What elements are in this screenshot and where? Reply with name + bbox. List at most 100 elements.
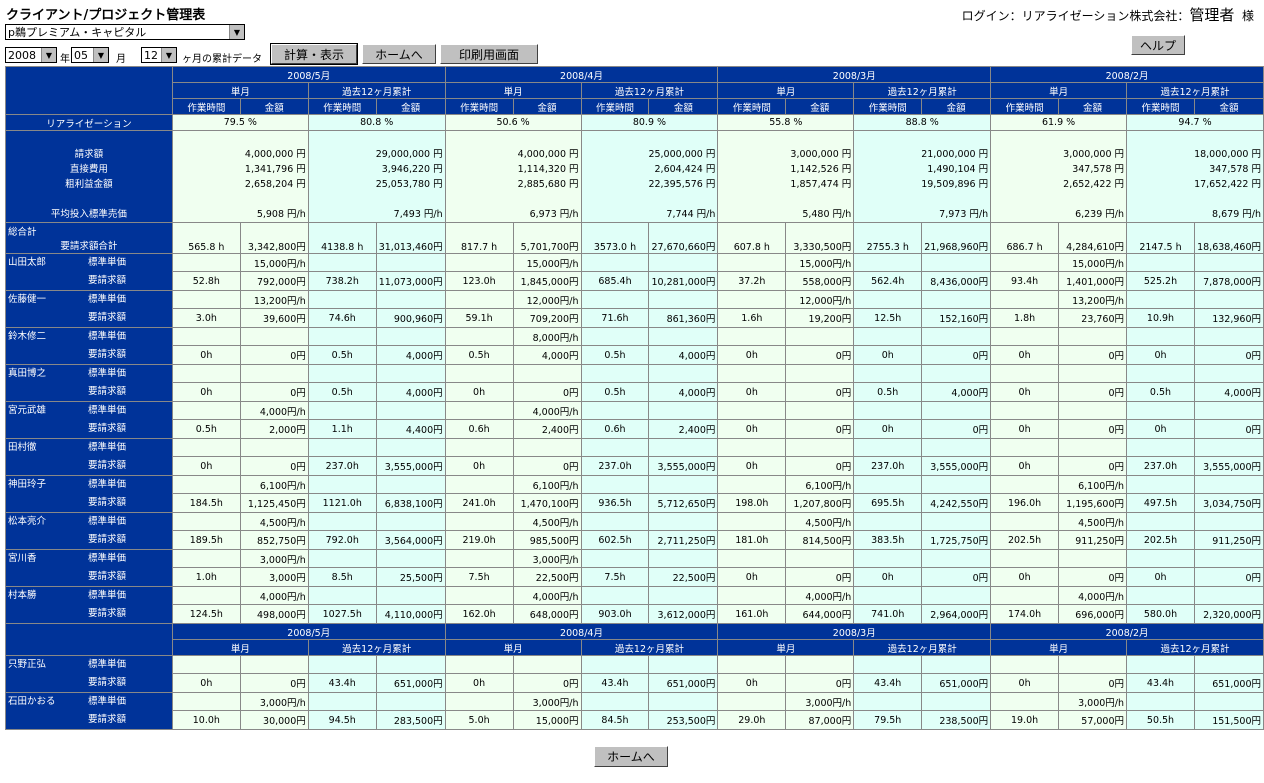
hours-value: 741.0h [853,604,923,624]
employee-label: 神田玲子 標準単価 要請求額 [5,475,173,513]
billing-amount: 0円 [785,567,855,587]
realization-cumulative: 94.7 % [1126,114,1264,131]
hours-header: 作業時間 [717,98,787,115]
single-month-header: 単月 [717,82,855,99]
summary-value: 4,000,000 円 [244,149,306,160]
chevron-down-icon: ▼ [161,48,176,62]
rate-blank [1193,549,1264,568]
employee-name-block: 宮元武雄 標準単価 [8,403,170,416]
billing-amount: 7,878,000円 [1193,271,1264,291]
rate-blank [580,512,650,531]
year-select[interactable]: 2008 ▼ [5,47,57,63]
hours-value: 94.5h [307,710,377,730]
rate-blank [648,692,719,711]
billing-amount: 0円 [921,567,992,587]
rate-blank [444,512,514,531]
hours-value: 7.5h [580,567,650,587]
billing-label: 要請求額 [88,608,127,619]
hours-value: 0h [853,419,923,439]
client-select[interactable]: p鵜プレミアム・キャピタル ▼ [5,24,245,40]
rate-blank [717,327,787,346]
standard-rate: 4,000円/h [512,586,582,605]
rate-label: 標準単価 [88,331,127,342]
employee-label: 石田かおる 標準単価 要請求額 [5,692,173,730]
summary-value: 1,142,526 円 [790,164,852,175]
rate-blank [990,401,1060,420]
billing-amount: 0円 [785,345,855,365]
standard-rate: 4,500円/h [1058,512,1128,531]
rate-blank [375,549,446,568]
summary-value: 7,493 円/h [393,209,443,220]
billing-amount: 19,200円 [785,308,855,328]
summary-value: 25,000,000 円 [648,149,716,160]
rate-blank [921,549,992,568]
rate-blank [990,290,1060,309]
realization-cumulative: 80.8 % [307,114,446,131]
hours-value: 0h [990,673,1060,693]
rate-blank [171,290,241,309]
employee-label: 松本亮介 標準単価 要請求額 [5,512,173,550]
month-header: 2008/5月 [171,66,446,83]
summary-value: 5,480 円/h [802,209,852,220]
total-hours: 4138.8 h [307,222,377,254]
standard-rate: 15,000円/h [239,253,309,272]
summary-label: 粗利益金額 [65,179,113,190]
hours-value: 237.0h [1126,456,1195,476]
billing-amount: 0円 [921,419,992,439]
month-select-value: 05 [74,48,88,62]
rate-blank [171,549,241,568]
billing-amount: 6,838,100円 [375,493,446,513]
standard-rate: 4,000円/h [512,401,582,420]
hours-value: 43.4h [580,673,650,693]
rate-blank [171,364,241,383]
table-row: 佐藤健一 標準単価 要請求額 13,200円/h 12,000円/h 12,000円/h 1… [5,290,1264,328]
help-button[interactable]: ヘルプ [1131,35,1185,55]
footer-home-button[interactable]: ホームへ [594,746,668,767]
print-view-button[interactable]: 印刷用画面 [440,44,538,64]
billing-amount: 558,000円 [785,271,855,291]
employee-label: 田村徹 標準単価 要請求額 [5,438,173,476]
summary-value: 21,000,000 円 [921,149,989,160]
employee-name: 只野正弘 [8,659,47,670]
employee-label: 真田博之 標準単価 要請求額 [5,364,173,402]
hours-value: 181.0h [717,530,787,550]
billing-amount: 4,000円 [921,382,992,402]
month-header: 2008/4月 [444,623,719,640]
calculate-button[interactable]: 計算・表示 [270,43,358,65]
billing-amount: 3,564,000円 [375,530,446,550]
billing-label: 要請求額 [88,534,127,545]
billing-amount: 0円 [1058,567,1128,587]
rate-blank [1126,512,1195,531]
billing-amount: 0円 [239,456,309,476]
month-select[interactable]: 05 ▼ [71,47,109,63]
table-row: 0h 0円 43.4h 651,000円 0h 0円 43.4h 651,000円 0h 0円 43… [6,673,1264,693]
billing-amount: 0円 [1058,456,1128,476]
rate-blank [444,401,514,420]
standard-rate: 4,000円/h [1058,586,1128,605]
billing-amount: 651,000円 [648,673,719,693]
home-button[interactable]: ホームへ [362,44,436,64]
hours-value: 602.5h [580,530,650,550]
total-amount: 21,968,960円 [921,222,992,254]
rate-blank [307,327,377,346]
rate-label: 標準単価 [88,590,127,601]
rate-blank [1193,401,1264,420]
standard-rate [785,438,855,457]
billing-amount: 651,000円 [1193,673,1264,693]
standard-rate: 4,500円/h [239,512,309,531]
rate-blank [853,290,923,309]
rate-blank [307,364,377,383]
realization-single: 50.6 % [444,114,582,131]
summary-value: 7,744 円/h [666,209,716,220]
billing-amount: 852,750円 [239,530,309,550]
rate-blank [307,401,377,420]
span-select[interactable]: 12 ▼ [141,47,177,63]
hours-value: 43.4h [307,673,377,693]
hours-value: 0h [853,345,923,365]
hours-value: 52.8h [171,271,241,291]
standard-rate: 4,000円/h [239,401,309,420]
total-hours: 3573.0 h [580,222,650,254]
rate-blank [990,655,1060,674]
summary-value: 7,973 円/h [939,209,989,220]
billing-amount: 22,500円 [512,567,582,587]
